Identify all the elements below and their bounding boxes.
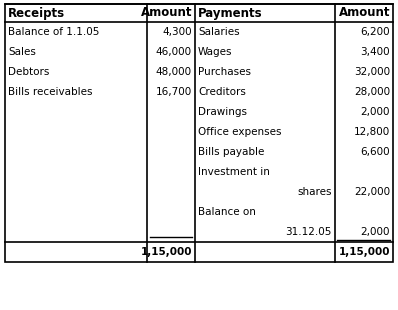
Text: 1,15,000: 1,15,000 bbox=[339, 247, 390, 257]
Text: Balance of 1.1.05: Balance of 1.1.05 bbox=[8, 27, 100, 37]
Text: 2,000: 2,000 bbox=[361, 107, 390, 117]
Text: 1,15,000: 1,15,000 bbox=[140, 247, 192, 257]
Text: 31.12.05: 31.12.05 bbox=[286, 227, 332, 237]
Text: 12,800: 12,800 bbox=[354, 127, 390, 137]
Text: Payments: Payments bbox=[198, 7, 263, 20]
Text: 6,600: 6,600 bbox=[360, 147, 390, 157]
Text: Receipts: Receipts bbox=[8, 7, 65, 20]
Text: Balance on: Balance on bbox=[198, 207, 256, 217]
Text: Investment in: Investment in bbox=[198, 167, 270, 177]
Text: Bills payable: Bills payable bbox=[198, 147, 264, 157]
Text: 6,200: 6,200 bbox=[360, 27, 390, 37]
Text: 48,000: 48,000 bbox=[156, 67, 192, 77]
Text: 2,000: 2,000 bbox=[361, 227, 390, 237]
Text: Sales: Sales bbox=[8, 47, 36, 57]
Text: Creditors: Creditors bbox=[198, 87, 246, 97]
Text: 4,300: 4,300 bbox=[162, 27, 192, 37]
Text: Salaries: Salaries bbox=[198, 27, 240, 37]
Text: Drawings: Drawings bbox=[198, 107, 247, 117]
Text: Office expenses: Office expenses bbox=[198, 127, 281, 137]
Text: Amount: Amount bbox=[339, 7, 390, 20]
Text: shares: shares bbox=[297, 187, 332, 197]
Text: 46,000: 46,000 bbox=[156, 47, 192, 57]
Text: 32,000: 32,000 bbox=[354, 67, 390, 77]
Bar bbox=[5, 4, 393, 262]
Text: Bills receivables: Bills receivables bbox=[8, 87, 92, 97]
Text: Amount: Amount bbox=[140, 7, 192, 20]
Text: Debtors: Debtors bbox=[8, 67, 49, 77]
Text: Purchases: Purchases bbox=[198, 67, 251, 77]
Text: Wages: Wages bbox=[198, 47, 232, 57]
Text: 28,000: 28,000 bbox=[354, 87, 390, 97]
Text: 16,700: 16,700 bbox=[156, 87, 192, 97]
Text: 22,000: 22,000 bbox=[354, 187, 390, 197]
Text: 3,400: 3,400 bbox=[360, 47, 390, 57]
